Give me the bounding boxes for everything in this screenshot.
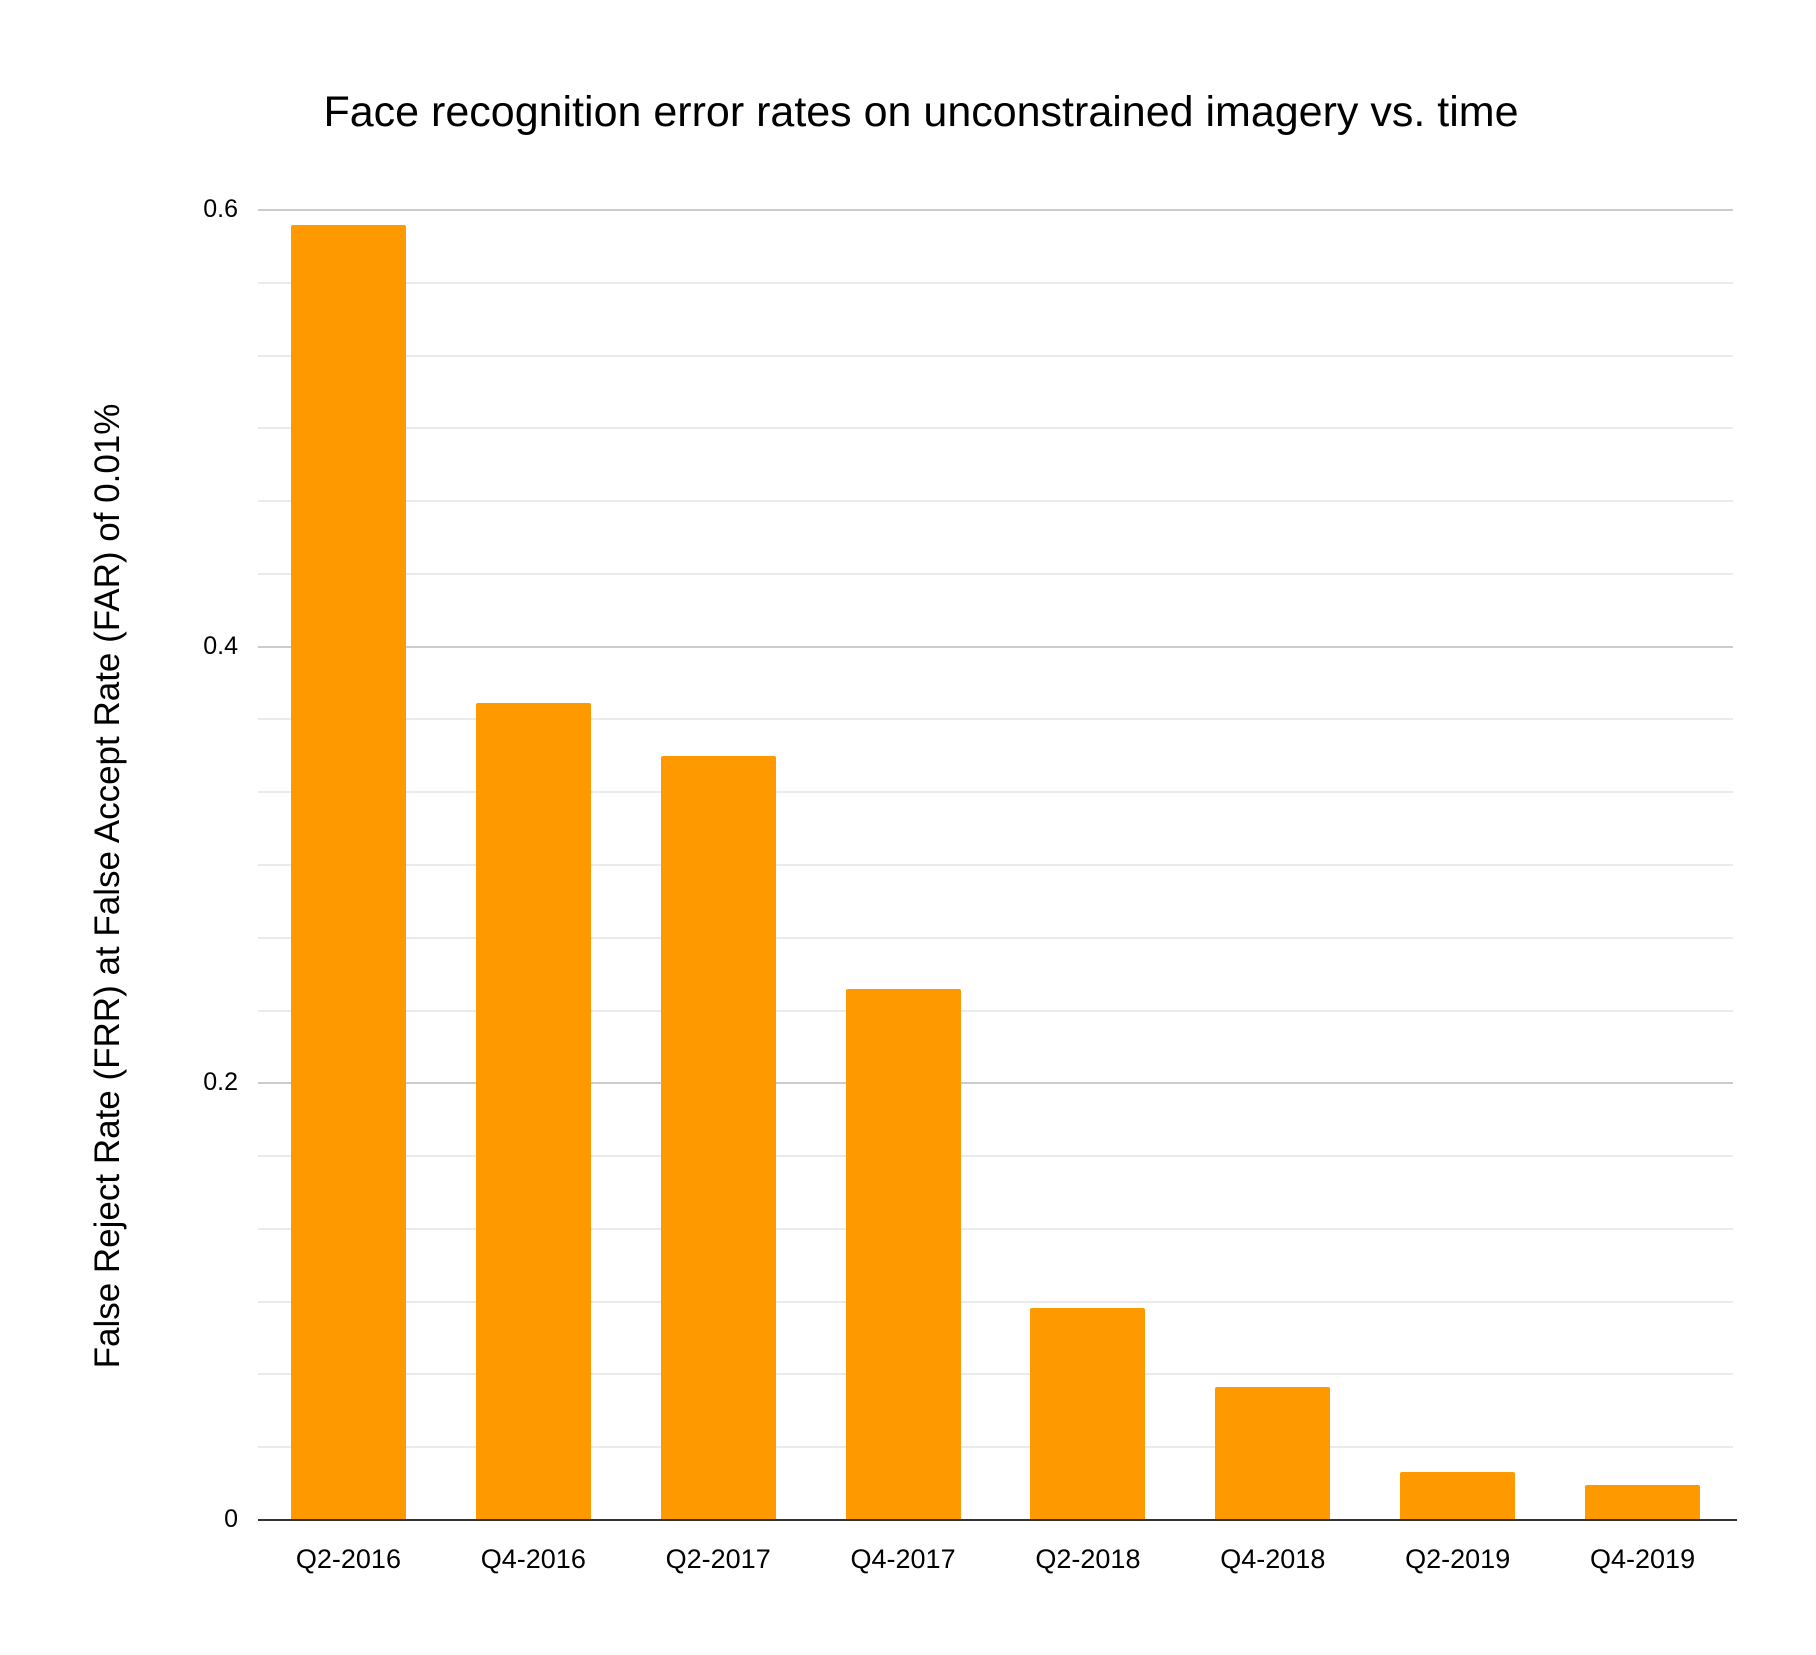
minor-gridline	[258, 791, 1733, 794]
minor-gridline	[258, 936, 1733, 939]
y-tick-label: 0.6	[203, 195, 238, 223]
y-tick-label: 0	[224, 1505, 238, 1533]
y-axis-title: False Reject Rate (FRR) at False Accept …	[88, 403, 127, 1369]
x-tick-label: Q4-2019	[1590, 1544, 1696, 1574]
minor-gridline	[258, 1446, 1733, 1449]
major-gridline	[258, 209, 1733, 211]
minor-gridline	[258, 1155, 1733, 1158]
y-tick-label: 0.2	[203, 1068, 238, 1097]
bar-q2-2019[interactable]	[1400, 1471, 1516, 1520]
bar-q4-2019[interactable]	[1585, 1485, 1701, 1520]
bar-q2-2017[interactable]	[660, 755, 776, 1520]
x-tick-label: Q2-2019	[1405, 1544, 1511, 1574]
x-tick-label: Q2-2017	[665, 1544, 771, 1574]
minor-gridline	[258, 500, 1733, 503]
x-tick-label: Q4-2017	[850, 1544, 956, 1574]
x-tick-label: Q4-2016	[480, 1544, 586, 1574]
bar-q4-2018[interactable]	[1215, 1386, 1331, 1520]
minor-gridline	[258, 1227, 1733, 1230]
y-tick-label: 0.4	[203, 631, 238, 660]
x-axis-line	[258, 1519, 1737, 1521]
minor-gridline	[258, 572, 1733, 575]
bar-q2-2016[interactable]	[290, 225, 406, 1520]
x-tick-label: Q2-2018	[1035, 1544, 1141, 1574]
bar-q4-2017[interactable]	[845, 989, 961, 1520]
minor-gridline	[258, 718, 1733, 721]
bar-q2-2018[interactable]	[1030, 1308, 1146, 1520]
minor-gridline	[258, 864, 1733, 866]
x-tick-label: Q4-2018	[1220, 1544, 1326, 1574]
plot-area: Q2-2016 Q4-2016 Q2-2017 Q4-2017 Q2-2018 Q4-20…	[258, 209, 1737, 1574]
minor-gridline	[258, 1373, 1733, 1376]
minor-gridline	[258, 354, 1733, 357]
bar-q4-2016[interactable]	[475, 703, 591, 1520]
minor-gridline	[258, 1009, 1733, 1012]
chart-title: Face recognition error rates on unconstr…	[323, 88, 1519, 136]
minor-gridline	[258, 281, 1733, 284]
x-tick-label: Q2-2016	[295, 1544, 401, 1574]
minor-gridline	[258, 1300, 1733, 1303]
major-gridline	[258, 645, 1733, 648]
minor-gridline	[258, 427, 1733, 430]
major-gridline	[258, 1082, 1733, 1085]
